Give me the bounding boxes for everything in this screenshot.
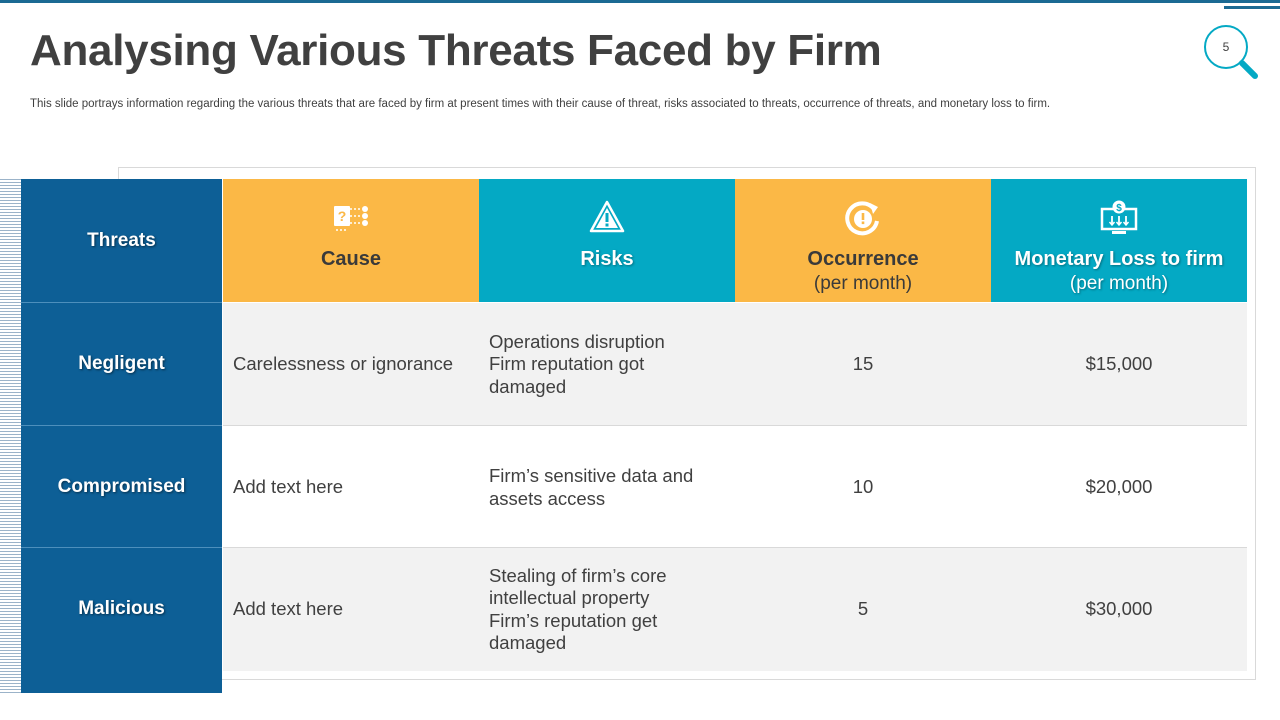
decorative-stripes xyxy=(0,179,21,693)
threat-divider xyxy=(21,425,222,426)
risk-item: Firm reputation got damaged xyxy=(489,353,645,397)
threat-divider xyxy=(21,547,222,548)
threats-header: Threats xyxy=(87,229,156,251)
alert-refresh-icon xyxy=(845,201,879,236)
header-risks-label: Risks xyxy=(580,248,634,270)
header-monetary-loss-label: Monetary Loss to firm xyxy=(1014,248,1224,270)
row-divider xyxy=(223,547,1247,548)
risks-cell: Stealing of firm’s core intellectual pro… xyxy=(479,548,735,671)
header-cause: ? Cause xyxy=(223,179,479,302)
cause-cell: Carelessness or ignorance xyxy=(233,353,454,375)
threat-divider xyxy=(21,302,222,303)
risks-cell: Firm’s sensitive data and assets access xyxy=(479,426,735,549)
header-occurrence-sub: (per month) xyxy=(813,273,913,294)
table-row: Add text here Firm’s sensitive data and … xyxy=(223,426,1247,549)
row-divider xyxy=(223,425,1247,426)
header-risks: Risks xyxy=(479,179,735,302)
cause-cell: Add text here xyxy=(233,476,344,498)
magnifier-icon xyxy=(1204,25,1258,79)
slide-title: Analysing Various Threats Faced by Firm xyxy=(30,26,882,75)
risks-cell: Operations disruption Firm reputation go… xyxy=(479,303,735,426)
occurrence-cell: 15 xyxy=(852,353,874,375)
svg-text:?: ? xyxy=(338,208,347,224)
slide-subtitle: This slide portrays information regardin… xyxy=(30,98,1051,110)
threat-negligent: Negligent xyxy=(78,353,165,374)
header-occurrence-label: Occurrence xyxy=(807,248,919,270)
occurrence-cell: 5 xyxy=(857,598,869,620)
occurrence-cell: 10 xyxy=(852,476,874,498)
table-row: Carelessness or ignorance Operations dis… xyxy=(223,303,1247,426)
warning-triangle-icon xyxy=(589,200,625,233)
page-number-rule xyxy=(1224,6,1280,9)
monetary-loss-cell: $15,000 xyxy=(1085,353,1153,375)
page-number: 5 xyxy=(1222,40,1230,54)
risk-item: Operations disruption xyxy=(489,330,665,352)
table-row: Add text here Stealing of firm’s core in… xyxy=(223,548,1247,671)
header-occurrence: Occurrence (per month) xyxy=(735,179,991,302)
threat-compromised: Compromised xyxy=(57,475,186,497)
header-monetary-loss: $ Monetary Loss to firm (per month) xyxy=(991,179,1247,302)
risk-item: Firm’s sensitive data and assets access xyxy=(489,465,694,509)
page-number-badge: 5 xyxy=(1203,24,1265,82)
threat-malicious: Malicious xyxy=(78,598,165,619)
svg-text:$: $ xyxy=(1116,203,1122,214)
monetary-loss-cell: $20,000 xyxy=(1085,476,1153,498)
cause-cell: Add text here xyxy=(233,598,344,620)
risk-item: Firm’s reputation get damaged xyxy=(489,609,658,654)
header-monetary-loss-sub: (per month) xyxy=(1069,273,1169,294)
dollar-monitor-icon: $ xyxy=(1100,200,1138,234)
monetary-loss-cell: $30,000 xyxy=(1085,598,1153,620)
risk-item: Stealing of firm’s core intellectual pro… xyxy=(489,564,667,609)
top-accent-rule xyxy=(0,0,1280,3)
question-network-icon: ? xyxy=(334,206,368,231)
header-cause-label: Cause xyxy=(320,248,382,270)
threats-column xyxy=(21,179,222,693)
